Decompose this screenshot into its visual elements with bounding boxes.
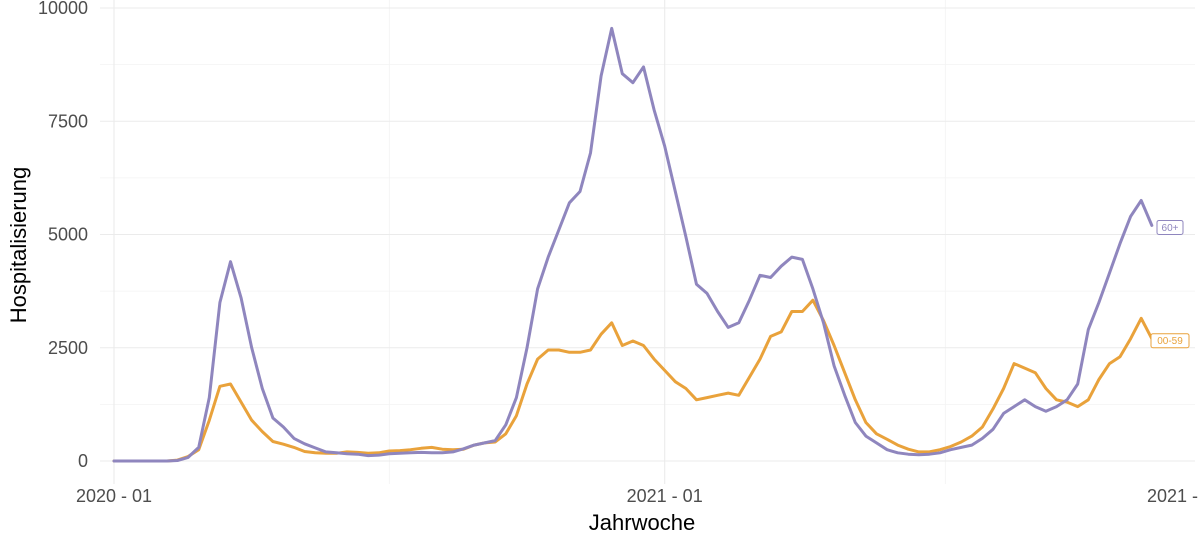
y-tick-label: 5000 <box>48 225 88 245</box>
end-label-00-59: 00-59 <box>1150 333 1190 349</box>
end-label-text: 60+ <box>1162 223 1179 234</box>
minor-gridlines <box>100 0 1195 484</box>
y-tick-label: 2500 <box>48 338 88 358</box>
series-layer <box>112 26 1154 463</box>
series-line-60+ <box>112 26 1154 463</box>
y-axis-title: Hospitalisierung <box>6 167 31 324</box>
series-end-labels: 60+ 00-59 <box>1150 219 1190 349</box>
y-tick-label: 10000 <box>38 0 88 18</box>
end-label-60+: 60+ <box>1156 219 1184 235</box>
series-line-00-59 <box>112 298 1154 463</box>
x-axis-title: Jahrwoche <box>589 510 695 535</box>
x-tick-label: 2021 - <box>1147 486 1198 506</box>
y-tick-label: 0 <box>78 451 88 471</box>
end-label-box <box>1150 333 1190 349</box>
y-axis-tick-labels: 0 2500 5000 7500 10000 <box>38 0 88 471</box>
x-tick-label: 2021 - 01 <box>627 486 703 506</box>
x-tick-label: 2020 - 01 <box>76 486 152 506</box>
end-label-text: 00-59 <box>1157 336 1183 347</box>
end-label-box <box>1156 219 1184 235</box>
major-gridlines <box>100 0 1195 484</box>
y-tick-label: 7500 <box>48 111 88 131</box>
x-axis-tick-labels: 2020 - 01 2021 - 01 2021 - <box>76 486 1198 506</box>
